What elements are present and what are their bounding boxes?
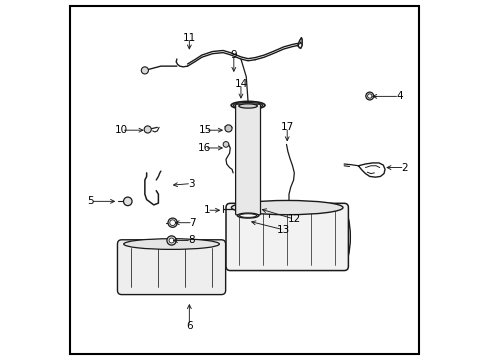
Text: 6: 6 — [185, 321, 192, 331]
Text: 5: 5 — [87, 196, 94, 206]
Ellipse shape — [238, 104, 257, 108]
Text: 16: 16 — [198, 143, 211, 153]
FancyBboxPatch shape — [225, 203, 347, 271]
Text: 11: 11 — [183, 33, 196, 43]
Text: 14: 14 — [234, 79, 247, 89]
Circle shape — [365, 92, 373, 100]
Ellipse shape — [239, 214, 256, 217]
Text: 12: 12 — [287, 214, 300, 224]
Text: 2: 2 — [401, 163, 407, 172]
Ellipse shape — [231, 102, 264, 109]
Text: 4: 4 — [395, 91, 402, 102]
Ellipse shape — [233, 103, 262, 108]
Ellipse shape — [231, 201, 342, 215]
Text: 10: 10 — [115, 125, 128, 135]
Circle shape — [367, 94, 371, 98]
Text: 9: 9 — [230, 50, 237, 60]
Text: 1: 1 — [203, 205, 210, 215]
Text: 13: 13 — [276, 225, 290, 235]
Ellipse shape — [237, 213, 258, 218]
Circle shape — [166, 236, 176, 245]
Circle shape — [223, 141, 228, 147]
FancyBboxPatch shape — [235, 104, 260, 215]
Circle shape — [169, 238, 174, 243]
Text: 17: 17 — [280, 122, 293, 132]
FancyBboxPatch shape — [117, 240, 225, 294]
Circle shape — [169, 220, 175, 226]
Circle shape — [168, 218, 177, 227]
Text: 8: 8 — [187, 235, 194, 246]
Ellipse shape — [123, 239, 219, 249]
Text: 3: 3 — [187, 179, 194, 189]
Circle shape — [224, 125, 232, 132]
Circle shape — [123, 197, 132, 206]
Circle shape — [141, 67, 148, 74]
Text: 7: 7 — [189, 218, 196, 228]
Circle shape — [144, 126, 151, 133]
Text: 15: 15 — [198, 125, 212, 135]
